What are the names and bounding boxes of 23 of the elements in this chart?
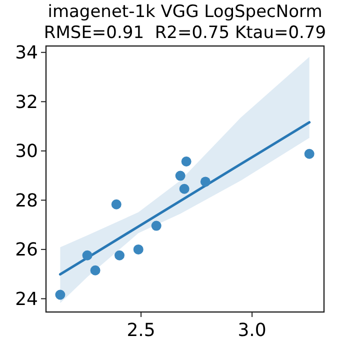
point (82, 250, 92, 260)
chart-title: imagenet-1k VGG LogSpecNorm (48, 2, 322, 22)
y-tick-label: 34 (15, 42, 38, 64)
point (181, 156, 192, 167)
point (114, 250, 124, 260)
point (304, 148, 314, 159)
y-tick-label: 24 (15, 289, 38, 310)
x-tick-label: 2.5 (126, 320, 156, 341)
point (200, 176, 210, 187)
point (111, 199, 122, 210)
point (55, 290, 66, 300)
point (151, 220, 162, 231)
y-tick-label: 28 (15, 190, 38, 212)
y-tick-label: 26 (15, 240, 38, 261)
y-tick-label: 30 (15, 141, 38, 162)
point (133, 244, 144, 254)
chart-subtitle: RMSE=0.91 R2=0.75 Ktau=0.79 (44, 23, 326, 43)
point (179, 184, 190, 194)
y-tick-label: 32 (15, 92, 38, 113)
line-series (58, 121, 311, 276)
point (175, 170, 186, 181)
x-tick-label: 3.0 (238, 320, 266, 341)
point (90, 265, 100, 276)
